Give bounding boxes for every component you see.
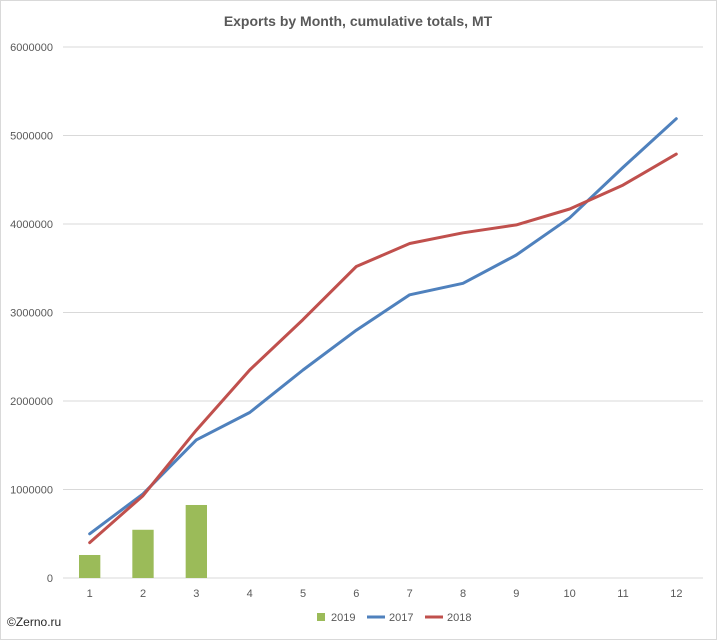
bar-series-layer [79, 504, 207, 578]
legend-label: 2019 [331, 612, 355, 624]
x-tick-label: 3 [193, 588, 199, 600]
legend-swatch [317, 613, 325, 621]
x-tick-label: 11 [617, 588, 628, 600]
chart-title: Exports by Month, cumulative totals, MT [224, 13, 493, 29]
x-tick-label: 12 [670, 588, 682, 600]
x-axis-tick-labels: 1 2 3 4 5 6 7 8 9 10 11 12 [87, 588, 683, 600]
legend: 2019 2017 2018 [317, 612, 471, 624]
x-tick-label: 1 [87, 588, 93, 600]
y-tick-label: 4000000 [10, 219, 53, 231]
y-tick-label: 3000000 [10, 308, 53, 320]
legend-label: 2018 [447, 612, 471, 624]
x-tick-label: 6 [353, 588, 359, 600]
source-credit: ©Zerno.ru [7, 615, 61, 629]
legend-item-2019: 2019 [317, 612, 355, 624]
y-tick-label: 1000000 [10, 485, 53, 497]
x-tick-label: 7 [407, 588, 413, 600]
legend-item-2017: 2017 [367, 612, 413, 624]
line-series-layer [88, 117, 678, 545]
x-tick-label: 8 [460, 588, 466, 600]
x-tick-label: 2 [140, 588, 146, 600]
x-tick-label: 10 [564, 588, 576, 600]
y-tick-label: 6000000 [10, 42, 53, 54]
gridlines [63, 46, 703, 579]
y-axis-tick-labels: 0 1000000 2000000 3000000 4000000 5000000 6000… [10, 42, 53, 585]
bar-2019 [185, 504, 207, 578]
line-series-2018 [88, 152, 678, 545]
x-tick-label: 4 [247, 588, 253, 600]
legend-label: 2017 [389, 612, 413, 624]
line-series-2017 [88, 117, 678, 536]
x-tick-label: 5 [300, 588, 306, 600]
y-tick-label: 5000000 [10, 131, 53, 143]
bar-2019 [79, 554, 101, 578]
y-tick-label: 2000000 [10, 396, 53, 408]
bar-2019 [132, 529, 154, 578]
x-tick-label: 9 [513, 588, 519, 600]
y-tick-label: 0 [47, 573, 53, 585]
legend-item-2018: 2018 [425, 612, 471, 624]
